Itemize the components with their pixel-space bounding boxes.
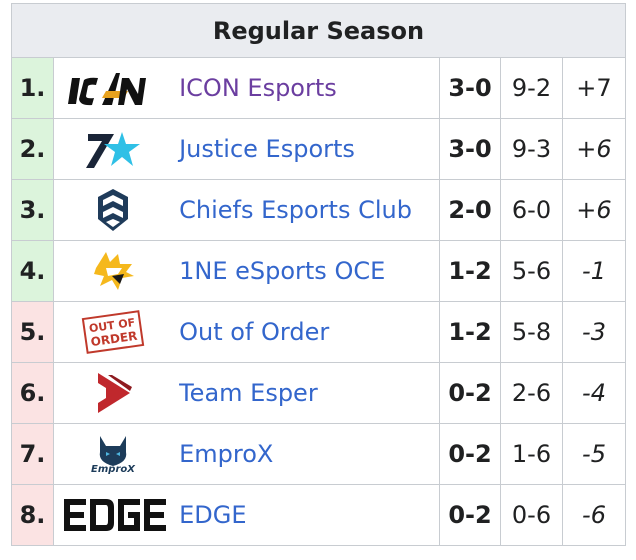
standings-table: Regular Season 1. ICON Esports 3-0 9-2 bbox=[11, 3, 626, 546]
diff-cell: +7 bbox=[562, 57, 626, 119]
team-esper-logo[interactable] bbox=[55, 368, 173, 418]
rank-cell: 2. bbox=[11, 118, 54, 180]
team-cell: EDGE bbox=[53, 484, 440, 546]
team-cell: Justice Esports bbox=[53, 118, 440, 180]
games-cell: 5-6 bbox=[500, 240, 563, 302]
games-cell: 6-0 bbox=[500, 179, 563, 241]
table-row: 3. Chiefs Esports Club 2-0 6-0 +6 bbox=[11, 179, 626, 241]
diff-cell: -6 bbox=[562, 484, 626, 546]
svg-text:OUT OF: OUT OF bbox=[88, 316, 136, 335]
diff-cell: +6 bbox=[562, 179, 626, 241]
team-cell: 1NE eSports OCE bbox=[53, 240, 440, 302]
record-cell: 0-2 bbox=[439, 423, 501, 485]
diff-cell: -3 bbox=[562, 301, 626, 363]
team-cell: OUT OF ORDER Out of Order bbox=[53, 301, 440, 363]
team-cell: EmproX EmproX bbox=[53, 423, 440, 485]
team-link-icon-esports[interactable]: ICON Esports bbox=[179, 74, 337, 102]
team-link-edge[interactable]: EDGE bbox=[179, 501, 247, 529]
record-cell: 1-2 bbox=[439, 301, 501, 363]
rank-cell: 4. bbox=[11, 240, 54, 302]
team-link-chiefs-esports-club[interactable]: Chiefs Esports Club bbox=[179, 196, 412, 224]
team-cell: ICON Esports bbox=[53, 57, 440, 119]
team-link-emprox[interactable]: EmproX bbox=[179, 440, 274, 468]
out-of-order-logo[interactable]: OUT OF ORDER bbox=[55, 307, 173, 357]
games-cell: 9-3 bbox=[500, 118, 563, 180]
record-cell: 0-2 bbox=[439, 484, 501, 546]
table-row: 4. 1NE eSports OCE 1-2 5-6 -1 bbox=[11, 240, 626, 302]
emprox-logo[interactable]: EmproX bbox=[55, 429, 173, 479]
rank-cell: 8. bbox=[11, 484, 54, 546]
team-link-team-esper[interactable]: Team Esper bbox=[179, 379, 318, 407]
team-link-out-of-order[interactable]: Out of Order bbox=[179, 318, 330, 346]
table-title: Regular Season bbox=[11, 3, 626, 58]
rank-cell: 5. bbox=[11, 301, 54, 363]
diff-cell: -4 bbox=[562, 362, 626, 424]
team-link-1ne-esports-oce[interactable]: 1NE eSports OCE bbox=[179, 257, 386, 285]
rank-cell: 1. bbox=[11, 57, 54, 119]
record-cell: 3-0 bbox=[439, 57, 501, 119]
rank-cell: 7. bbox=[11, 423, 54, 485]
record-cell: 3-0 bbox=[439, 118, 501, 180]
diff-cell: -1 bbox=[562, 240, 626, 302]
record-cell: 1-2 bbox=[439, 240, 501, 302]
diff-cell: -5 bbox=[562, 423, 626, 485]
table-row: 2. Justice Esports 3-0 9-3 +6 bbox=[11, 118, 626, 180]
edge-logo[interactable] bbox=[55, 490, 173, 540]
chiefs-esports-logo[interactable] bbox=[55, 185, 173, 235]
1ne-esports-logo[interactable] bbox=[55, 246, 173, 296]
rank-cell: 6. bbox=[11, 362, 54, 424]
team-link-justice-esports[interactable]: Justice Esports bbox=[179, 135, 355, 163]
diff-cell: +6 bbox=[562, 118, 626, 180]
record-cell: 0-2 bbox=[439, 362, 501, 424]
games-cell: 5-8 bbox=[500, 301, 563, 363]
games-cell: 0-6 bbox=[500, 484, 563, 546]
table-row: 5. OUT OF ORDER Out of Order 1-2 5-8 -3 bbox=[11, 301, 626, 363]
games-cell: 9-2 bbox=[500, 57, 563, 119]
table-row: 1. ICON Esports 3-0 9-2 +7 bbox=[11, 57, 626, 119]
table-row: 8. EDGE 0-2 0-6 -6 bbox=[11, 484, 626, 546]
svg-text:ORDER: ORDER bbox=[90, 329, 138, 349]
games-cell: 1-6 bbox=[500, 423, 563, 485]
justice-esports-logo[interactable] bbox=[55, 124, 173, 174]
games-cell: 2-6 bbox=[500, 362, 563, 424]
team-cell: Chiefs Esports Club bbox=[53, 179, 440, 241]
table-row: 7. EmproX EmproX 0-2 1-6 -5 bbox=[11, 423, 626, 485]
icon-esports-logo[interactable] bbox=[55, 63, 173, 113]
record-cell: 2-0 bbox=[439, 179, 501, 241]
rank-cell: 3. bbox=[11, 179, 54, 241]
table-row: 6. Team Esper 0-2 2-6 -4 bbox=[11, 362, 626, 424]
svg-text:EmproX: EmproX bbox=[91, 464, 136, 475]
team-cell: Team Esper bbox=[53, 362, 440, 424]
